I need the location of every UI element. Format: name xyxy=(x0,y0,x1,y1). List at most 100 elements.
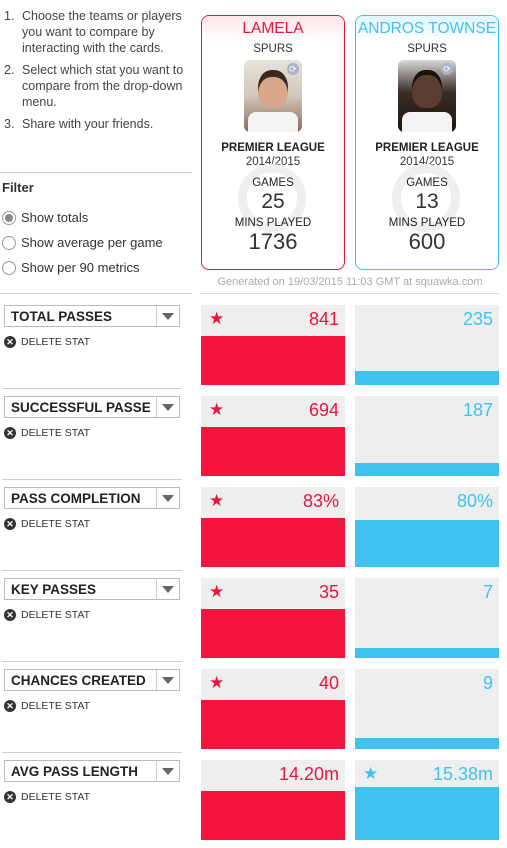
player2-stat-bar: 7 xyxy=(355,578,499,658)
radio-unchecked-icon[interactable] xyxy=(2,260,16,275)
games-label: GAMES xyxy=(406,177,448,189)
instruction-text: Select which stat you want to compare fr… xyxy=(22,63,184,109)
player2-stat-bar: 9 xyxy=(355,669,499,749)
mins-value: 600 xyxy=(408,229,446,254)
swap-icon[interactable]: ⟳ xyxy=(441,63,453,75)
chevron-down-icon[interactable] xyxy=(156,761,179,781)
radio-checked-icon[interactable] xyxy=(2,210,16,225)
player2-bar-fill xyxy=(355,648,499,658)
player-photo: ⟳ xyxy=(398,60,456,132)
player2-stat-bar: 235 xyxy=(355,305,499,385)
delete-stat-label: DELETE STAT xyxy=(21,791,91,803)
player2-stat-value: 9 xyxy=(482,673,493,693)
chevron-down-icon[interactable] xyxy=(156,670,179,690)
close-icon[interactable]: ✕ xyxy=(4,609,16,621)
stat-select-value: AVG PASS LENGTH xyxy=(11,763,139,779)
player1-stat-bar: ★ 841 xyxy=(201,305,345,385)
radio-label: Show average per game xyxy=(21,235,163,250)
stat-select[interactable]: SUCCESSFUL PASSE xyxy=(4,396,180,418)
player2-stat-bar: ★ 15.38m xyxy=(355,760,499,840)
games-value: 13 xyxy=(415,190,439,213)
delete-stat-button[interactable]: ✕ DELETE STAT xyxy=(4,609,90,621)
player-season: 2014/2015 xyxy=(399,156,455,168)
radio-unchecked-icon[interactable] xyxy=(2,235,16,250)
watermark-logo-icon xyxy=(238,164,306,232)
player2-stat-value: 235 xyxy=(462,309,493,329)
player2-stat-value: 15.38m xyxy=(432,764,493,784)
stat-row: AVG PASS LENGTH ✕ DELETE STAT 14.20m ★ 1… xyxy=(0,752,507,840)
divider xyxy=(2,661,182,662)
player1-bar-fill xyxy=(201,518,345,567)
player-card-1[interactable]: LAMELA SPURS ⟳ PREMIER LEAGUE 2014/2015 … xyxy=(201,15,345,270)
instructions-list: 1. Choose the teams or players you want t… xyxy=(0,8,192,138)
close-icon[interactable]: ✕ xyxy=(4,336,16,348)
radio-show-average[interactable]: Show average per game xyxy=(2,235,163,250)
divider xyxy=(199,293,499,294)
delete-stat-label: DELETE STAT xyxy=(21,518,91,530)
radio-show-per90[interactable]: Show per 90 metrics xyxy=(2,260,140,275)
instruction-item: 1. Choose the teams or players you want t… xyxy=(0,8,192,56)
chevron-down-icon[interactable] xyxy=(156,397,179,417)
close-icon[interactable]: ✕ xyxy=(4,427,16,439)
delete-stat-button[interactable]: ✕ DELETE STAT xyxy=(4,336,90,348)
radio-label: Show per 90 metrics xyxy=(21,260,140,275)
watermark-logo-icon xyxy=(392,164,460,232)
player1-stat-bar: 14.20m xyxy=(201,760,345,840)
instruction-number: 2. xyxy=(4,63,15,77)
player1-stat-bar: ★ 35 xyxy=(201,578,345,658)
player1-stat-bar: ★ 40 xyxy=(201,669,345,749)
player1-stat-value: 40 xyxy=(318,673,339,693)
stat-row: CHANCES CREATED ✕ DELETE STAT ★ 40 9 xyxy=(0,661,507,749)
instruction-text: Choose the teams or players you want to … xyxy=(22,9,182,55)
close-icon[interactable]: ✕ xyxy=(4,791,16,803)
player2-stat-bar: 187 xyxy=(355,396,499,476)
player-photo: ⟳ xyxy=(244,60,302,132)
stat-select[interactable]: TOTAL PASSES xyxy=(4,305,180,327)
delete-stat-button[interactable]: ✕ DELETE STAT xyxy=(4,427,90,439)
stat-select[interactable]: CHANCES CREATED xyxy=(4,669,180,691)
player2-bar-fill xyxy=(355,738,499,749)
stat-select[interactable]: PASS COMPLETION xyxy=(4,487,180,509)
star-icon: ★ xyxy=(209,309,225,328)
player-league: PREMIER LEAGUE xyxy=(221,142,325,154)
player1-stat-bar: ★ 83% xyxy=(201,487,345,567)
delete-stat-button[interactable]: ✕ DELETE STAT xyxy=(4,791,90,803)
instruction-number: 1. xyxy=(4,9,15,23)
instruction-text: Share with your friends. xyxy=(22,117,154,131)
stat-select-value: TOTAL PASSES xyxy=(11,308,113,324)
stat-select-value: PASS COMPLETION xyxy=(11,490,141,506)
divider xyxy=(0,293,192,294)
close-icon[interactable]: ✕ xyxy=(4,518,16,530)
games-label: GAMES xyxy=(252,177,294,189)
player2-stat-value: 7 xyxy=(482,582,493,602)
divider xyxy=(2,570,182,571)
instruction-number: 3. xyxy=(4,117,15,131)
stat-select[interactable]: AVG PASS LENGTH xyxy=(4,760,180,782)
player1-bar-fill xyxy=(201,791,345,840)
chevron-down-icon[interactable] xyxy=(156,306,179,326)
player1-bar-fill xyxy=(201,336,345,385)
player2-stat-value: 187 xyxy=(462,400,493,420)
stat-row: KEY PASSES ✕ DELETE STAT ★ 35 7 xyxy=(0,570,507,658)
swap-icon[interactable]: ⟳ xyxy=(287,63,299,75)
chevron-down-icon[interactable] xyxy=(156,488,179,508)
radio-label: Show totals xyxy=(21,210,89,225)
close-icon[interactable]: ✕ xyxy=(4,700,16,712)
delete-stat-label: DELETE STAT xyxy=(21,609,91,621)
divider xyxy=(2,752,182,753)
delete-stat-button[interactable]: ✕ DELETE STAT xyxy=(4,700,90,712)
radio-show-totals[interactable]: Show totals xyxy=(2,210,88,225)
filter-title: Filter xyxy=(2,180,34,195)
chevron-down-icon[interactable] xyxy=(156,579,179,599)
player2-bar-fill xyxy=(355,787,499,840)
stat-select-value: SUCCESSFUL PASSE xyxy=(11,399,151,415)
player-card-2[interactable]: ANDROS TOWNSE SPURS ⟳ PREMIER LEAGUE 201… xyxy=(355,15,499,270)
star-icon: ★ xyxy=(209,582,225,601)
player-team: SPURS xyxy=(407,43,447,55)
divider xyxy=(2,388,182,389)
player2-bar-fill xyxy=(355,520,499,567)
stat-select[interactable]: KEY PASSES xyxy=(4,578,180,600)
player2-stat-bar: 80% xyxy=(355,487,499,567)
divider xyxy=(2,479,182,480)
delete-stat-button[interactable]: ✕ DELETE STAT xyxy=(4,518,90,530)
